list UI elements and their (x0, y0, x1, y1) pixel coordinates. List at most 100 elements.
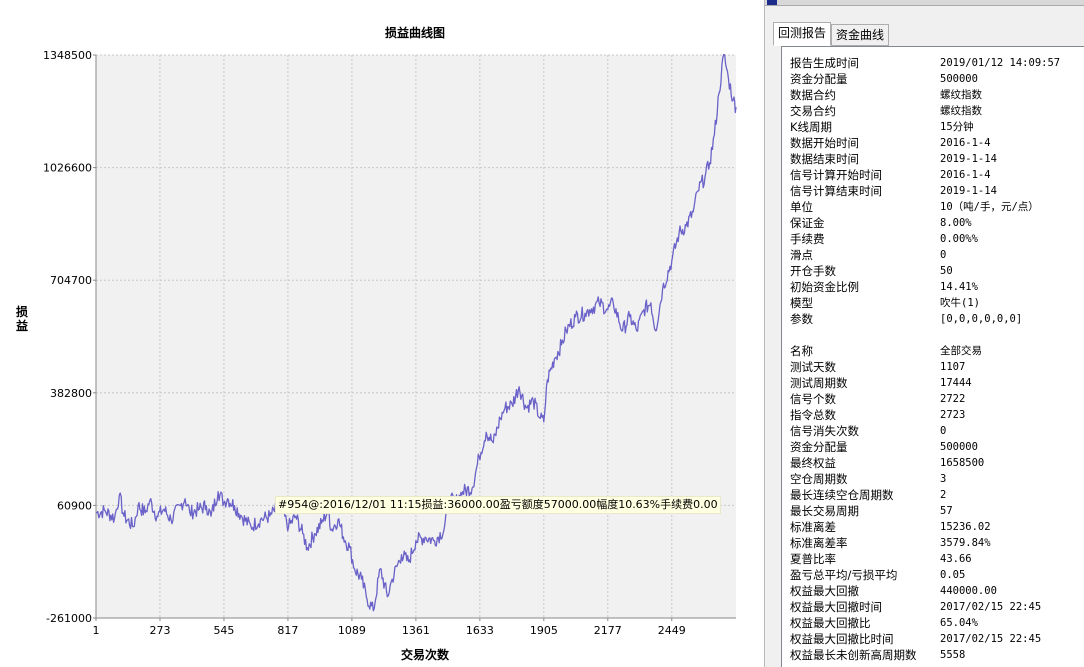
report-row: 信号个数 2722 (790, 391, 1084, 407)
y-tick-label: 1026600 (43, 162, 92, 175)
report-row-label: 权益最大回撤时间 (790, 600, 882, 614)
report-row-label: 资金分配量 (790, 72, 848, 86)
report-row: 测试周期数 17444 (790, 375, 1084, 391)
report-row-value: 1658500 (940, 457, 985, 469)
report-row-label: 权益最大回撤比 (790, 616, 871, 630)
report-row-value: 2723 (940, 409, 966, 421)
report-row: 单位 10（吨/手，元/点） (790, 199, 1084, 215)
report-row-label: 信号消失次数 (790, 424, 859, 438)
x-tick-label: 1 (93, 624, 100, 637)
report-row-value: 440000.00 (940, 585, 997, 597)
report-list[interactable]: 报告生成时间 2019/01/12 14:09:57 资金分配量 500000 数据合约… (781, 46, 1084, 667)
report-row: 手续费 0.00%% (790, 231, 1084, 247)
report-row (790, 327, 1084, 343)
report-row: 名称 全部交易 (790, 343, 1084, 359)
report-row-value: 2019-1-14 (940, 153, 997, 165)
report-row-label: 单位 (790, 200, 813, 214)
y-tick-label: -261000 (46, 612, 92, 625)
report-row-label: 模型 (790, 296, 813, 310)
window-titlebar[interactable] (765, 0, 1084, 6)
report-row-value: 10（吨/手，元/点） (940, 201, 1039, 213)
report-row-value: 0.05 (940, 569, 966, 581)
report-row-label: 盈亏总平均/亏损平均 (790, 568, 898, 582)
report-row-label: 参数 (790, 312, 813, 326)
chart-title: 损益曲线图 (384, 26, 445, 40)
x-tick-label: 2449 (658, 624, 686, 637)
report-row-value: 15分钟 (940, 121, 974, 133)
report-row-label: 初始资金比例 (790, 280, 859, 294)
report-row: 初始资金比例 14.41% (790, 279, 1084, 295)
report-row-label: 权益最大回撤比时间 (790, 632, 894, 646)
report-row-value: 500000 (940, 441, 978, 453)
report-row: 盈亏总平均/亏损平均 0.05 (790, 567, 1084, 583)
x-tick-label: 1905 (530, 624, 558, 637)
x-tick-label: 273 (149, 624, 170, 637)
report-row: 数据开始时间 2016-1-4 (790, 135, 1084, 151)
tab-backtest-report[interactable]: 回测报告 (773, 22, 832, 46)
report-row-value: 50 (940, 265, 953, 277)
report-row-value: 2016-1-4 (940, 137, 991, 149)
report-row-label: 测试天数 (790, 360, 836, 374)
equity-curve-chart[interactable]: -261000 60900 382800 704700 1026600 1348500 1 2… (0, 0, 760, 667)
report-row-value: 0.00%% (940, 233, 978, 245)
x-tick-label: 2177 (594, 624, 622, 637)
report-row-label: 资金分配量 (790, 440, 848, 454)
report-row: 信号计算结束时间 2019-1-14 (790, 183, 1084, 199)
report-row: 信号消失次数 0 (790, 423, 1084, 439)
report-row: 指令总数 2723 (790, 407, 1084, 423)
report-row-value: 0 (940, 249, 947, 261)
report-row-value: 2722 (940, 393, 966, 405)
report-row-value: 8.00% (940, 217, 972, 229)
report-row: 最长连续空仓周期数 2 (790, 487, 1084, 503)
report-row-value: 螺纹指数 (940, 105, 982, 117)
y-axis-label-char: 益 (15, 319, 28, 333)
report-row: 保证金 8.00% (790, 215, 1084, 231)
report-row: 报告生成时间 2019/01/12 14:09:57 (790, 55, 1084, 71)
y-tick-label: 1348500 (43, 49, 92, 62)
report-row: 最终权益 1658500 (790, 455, 1084, 471)
report-row-label: 标准离差率 (790, 536, 848, 550)
report-row: 权益最大回撤时间 2017/02/15 22:45 (790, 599, 1084, 615)
report-row-label: 标准离差 (790, 520, 836, 534)
y-tick-label: 382800 (50, 387, 92, 400)
report-row: 资金分配量 500000 (790, 71, 1084, 87)
report-row-value: 2016-1-4 (940, 169, 991, 181)
report-row-value: 2017/02/15 22:45 (940, 601, 1042, 613)
report-row-label: 权益最大回撤 (790, 584, 859, 598)
report-row-label: 测试周期数 (790, 376, 848, 390)
report-row: 权益最大回撤比时间 2017/02/15 22:45 (790, 631, 1084, 647)
report-row-label: 信号计算结束时间 (790, 184, 882, 198)
report-row: 空仓周期数 3 (790, 471, 1084, 487)
x-tick-label: 1361 (402, 624, 430, 637)
report-row-value: 3579.84% (940, 537, 991, 549)
y-axis-label-char: 损 (15, 305, 28, 319)
report-row-value: 14.41% (940, 281, 978, 293)
report-row-value: 65.04% (940, 617, 978, 629)
report-row-value: [0,0,0,0,0,0] (940, 313, 1023, 325)
equity-chart-pane[interactable]: 损益曲线图 -261000 60900 382800 704700 1026600 134… (0, 0, 760, 667)
report-row-label: 保证金 (790, 216, 825, 230)
x-tick-label: 1633 (466, 624, 494, 637)
report-row: 标准离差率 3579.84% (790, 535, 1084, 551)
report-row: 最长交易周期 57 (790, 503, 1084, 519)
report-row-label: 滑点 (790, 248, 813, 262)
report-row-label: 指令总数 (790, 408, 836, 422)
report-row-value: 5558 (940, 649, 966, 661)
report-row: 交易合约 螺纹指数 (790, 103, 1084, 119)
report-row-value: 2017/02/15 22:45 (940, 633, 1042, 645)
tab-equity-curve[interactable]: 资金曲线 (831, 24, 890, 46)
y-axis-label: 损益 (14, 305, 30, 333)
report-row-label: 报告生成时间 (790, 56, 859, 70)
report-row-label: 数据结束时间 (790, 152, 859, 166)
report-row: K线周期 15分钟 (790, 119, 1084, 135)
report-row: 开仓手数 50 (790, 263, 1084, 279)
report-row-value: 2 (940, 489, 947, 501)
report-row-value: 全部交易 (940, 345, 982, 357)
report-row-value: 2019-1-14 (940, 185, 997, 197)
report-row-label: 交易合约 (790, 104, 836, 118)
report-row: 权益最大回撤 440000.00 (790, 583, 1084, 599)
report-row-value: 螺纹指数 (940, 89, 982, 101)
report-row: 标准离差 15236.02 (790, 519, 1084, 535)
report-row-value: 15236.02 (940, 521, 991, 533)
report-row-label: 夏普比率 (790, 552, 836, 566)
